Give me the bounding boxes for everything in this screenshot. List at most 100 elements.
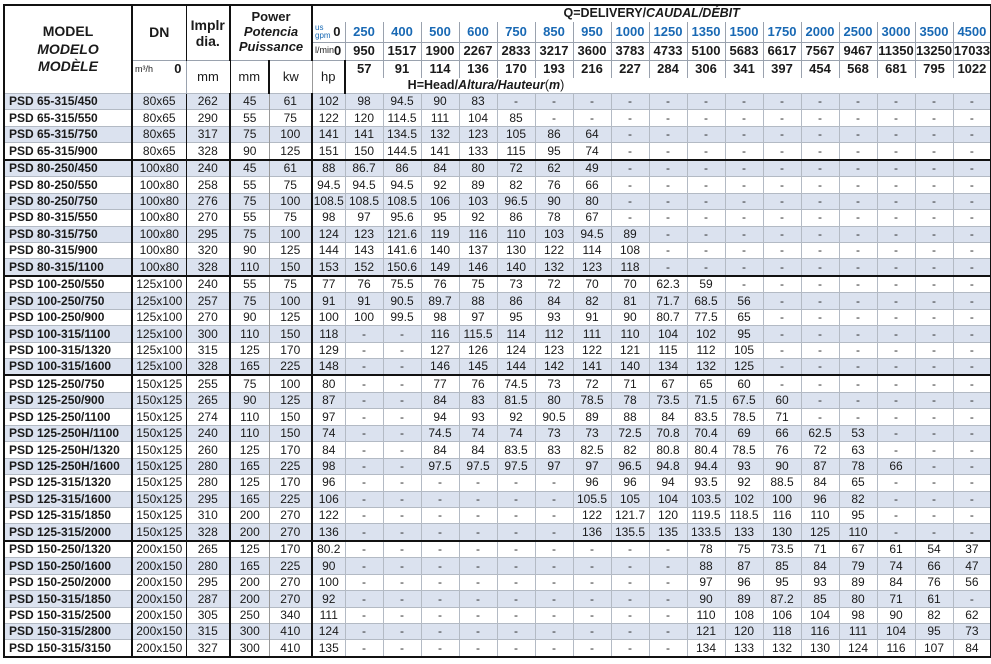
head-value-cell: 116 [459,225,498,243]
head-value-cell: 125 [725,358,764,376]
head-value-cell: 97.5 [497,457,536,475]
flow-value-cell: 750 [496,22,536,42]
head-value-cell: 91 [312,292,346,310]
head-value-cell: - [915,308,954,326]
dia-cell: 262 [186,92,231,110]
dia-cell: 290 [186,109,231,127]
head-value-cell: 84 [459,441,498,459]
head-value-cell: - [953,490,991,508]
flow-value-cell: 3217 [534,41,574,60]
head-value-cell: - [649,606,688,624]
flow-value-cell: 57 [344,59,384,78]
table-row: PSD 80-315/1100 100x80 328 110 150 153 152 150.… [4,258,991,276]
table-row: PSD 65-315/750 80x65 317 75 100 141 141 134.5 13… [4,125,991,143]
head-value-cell: 89 [725,590,764,608]
dia-cell: 328 [186,142,231,160]
head-value-cell: 80.8 [649,441,688,459]
head-value-cell: - [687,209,726,226]
head-value-cell: 61 [915,590,954,608]
head-value-cell: 110 [801,506,840,524]
head-value-cell: - [839,308,878,326]
kw-cell: 55 [230,274,270,293]
hp-cell: 150 [269,424,314,442]
head-value-cell: - [383,457,422,475]
head-value-cell: 79 [839,557,878,575]
head-value-cell: 144.5 [383,142,422,160]
hp-cell: 410 [269,622,314,640]
head-value-cell: 116 [763,506,802,524]
head-value-cell: - [801,109,840,127]
head-value-cell: - [611,109,650,127]
head-value-cell: 88 [312,158,346,177]
kw-cell: 45 [230,92,270,110]
head-value-cell: 83 [459,92,498,110]
head-value-cell: 134 [687,639,726,657]
head-value-cell: 122 [312,109,346,127]
head-value-cell: - [801,142,840,160]
head-value-cell: 141 [312,125,346,143]
head-value-cell: - [953,325,991,343]
head-value-cell: 89 [459,176,498,194]
hp-cell: 150 [269,258,314,276]
dn-cell: 200x150 [132,590,187,608]
head-value-cell: 95 [497,308,536,326]
table-body: PSD 65-315/450 80x65 262 45 61 102 98 94.5 90 83-… [4,92,991,657]
head-value-cell: 74 [312,424,346,442]
table-row: PSD 125-315/2000 150x125 328 200 270 136- - - - -… [4,523,991,541]
head-value-cell: 124 [497,341,536,359]
head-value-cell: - [763,125,802,143]
hp-cell: 150 [269,325,314,343]
head-value-cell: 88.5 [763,474,802,491]
model-cell: PSD 150-315/2800 [4,622,133,640]
head-value-cell: - [953,241,991,259]
head-value-cell: - [763,241,802,259]
head-value-cell: 148 [312,358,346,376]
head-value-cell: - [535,539,574,558]
model-cell: PSD 125-250H/1600 [4,457,133,475]
model-cell: PSD 100-250/900 [4,308,133,326]
dn-cell: 100x80 [132,176,187,194]
head-value-cell: 71 [611,374,650,393]
head-value-cell: 53 [839,424,878,442]
head-value-cell: - [345,391,384,409]
head-value-cell: 90 [312,557,346,575]
model-cell: PSD 150-315/2500 [4,606,133,624]
head-value-cell: 73.5 [649,391,688,409]
head-value-cell: - [877,292,916,310]
kw-cell: 165 [230,457,270,475]
head-value-cell: 122 [535,241,574,259]
head-value-cell: 70.8 [649,424,688,442]
head-value-cell: 111 [312,606,346,624]
dn-cell: 100x80 [132,241,187,259]
dia-cell: 320 [186,241,231,259]
head-value-cell: - [421,523,460,541]
head-value-cell: - [687,225,726,243]
hp-cell: 340 [269,606,314,624]
dia-cell: 270 [186,209,231,226]
head-value-cell: 141 [421,142,460,160]
table-row: PSD 80-250/550 100x80 258 55 75 94.5 94.5 94.5 9… [4,176,991,194]
head-value-cell: 67 [649,374,688,393]
head-value-cell: 140 [497,258,536,276]
head-value-cell: - [649,92,688,110]
head-value-cell: 82 [915,606,954,624]
head-value-cell: - [649,622,688,640]
dn-cell: 200x150 [132,639,187,657]
flow-value-cell: 9467 [838,41,878,60]
hp-cell: 270 [269,590,314,608]
model-cell: PSD 125-250H/1100 [4,424,133,442]
head-value-cell: 118.5 [725,506,764,524]
head-value-cell: - [459,557,498,575]
head-value-cell: - [839,325,878,343]
head-value-cell: - [725,241,764,259]
head-value-cell: 60 [725,374,764,393]
head-value-cell: - [535,606,574,624]
head-value-cell: - [687,125,726,143]
head-value-cell: - [953,292,991,310]
flow-value-cell: 2833 [496,41,536,60]
head-value-cell: 132 [535,258,574,276]
kw-cell: 300 [230,622,270,640]
table-row: PSD 100-250/900 125x100 270 90 125 100 100 99.5… [4,308,991,326]
dia-cell: 328 [186,523,231,541]
head-value-cell: 98 [421,308,460,326]
